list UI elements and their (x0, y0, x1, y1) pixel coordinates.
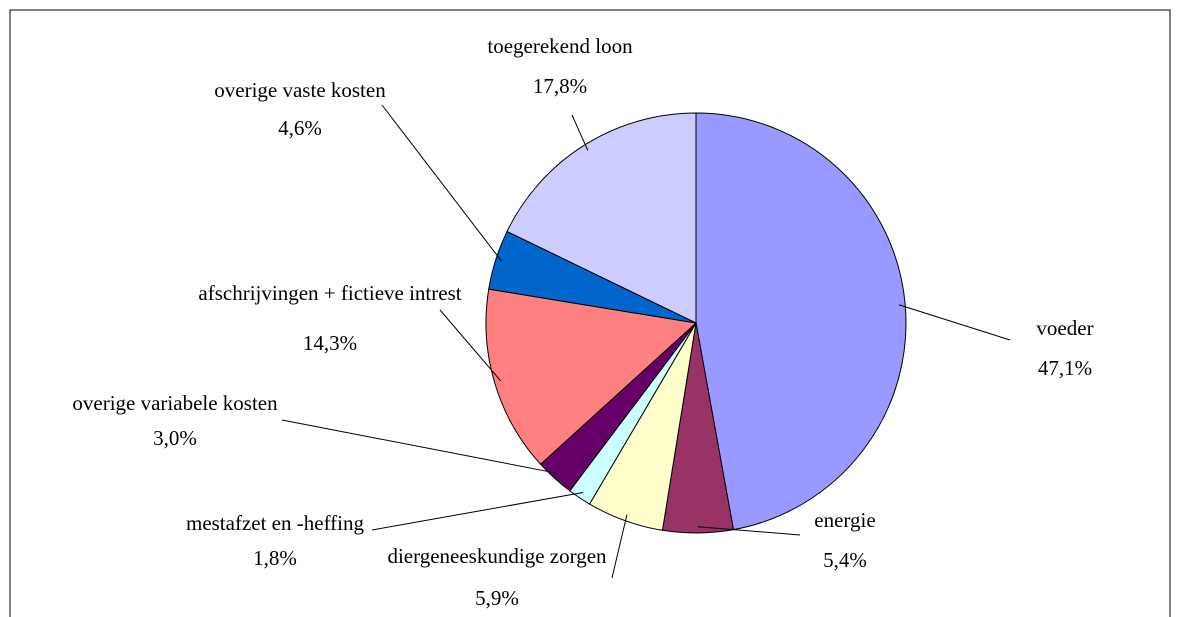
leader-line (898, 304, 1011, 341)
slice-value-label: 3,0% (153, 426, 197, 450)
slice-label: voeder (1036, 316, 1093, 340)
slice-value-label: 4,6% (278, 116, 322, 140)
slice-label: diergeneeskundige zorgen (387, 544, 607, 568)
chart-frame (9, 9, 1171, 617)
slice-label: overige variabele kosten (72, 391, 278, 415)
slice-label: afschrijvingen + fictieve intrest (198, 281, 461, 305)
leader-line (381, 104, 503, 262)
slice-value-label: 5,4% (823, 548, 867, 572)
slice-value-label: 17,8% (533, 74, 587, 98)
leader-line (439, 309, 502, 382)
slice-label: overige vaste kosten (214, 78, 386, 102)
pie-slice (695, 112, 907, 531)
leader-line (571, 114, 589, 151)
leader-line (697, 526, 801, 536)
leader-line (371, 491, 584, 531)
slice-value-label: 5,9% (475, 586, 519, 610)
leader-line (611, 514, 628, 579)
slice-value-label: 47,1% (1038, 356, 1092, 380)
slice-label: energie (814, 508, 875, 532)
pie-slice (485, 288, 698, 465)
pie-slice (506, 112, 697, 324)
leader-line (281, 419, 559, 475)
slice-value-label: 1,8% (253, 546, 297, 570)
slice-value-label: 14,3% (303, 331, 357, 355)
slice-label: toegerekend loon (487, 34, 633, 58)
slice-label: mestafzet en -heffing (186, 511, 365, 535)
